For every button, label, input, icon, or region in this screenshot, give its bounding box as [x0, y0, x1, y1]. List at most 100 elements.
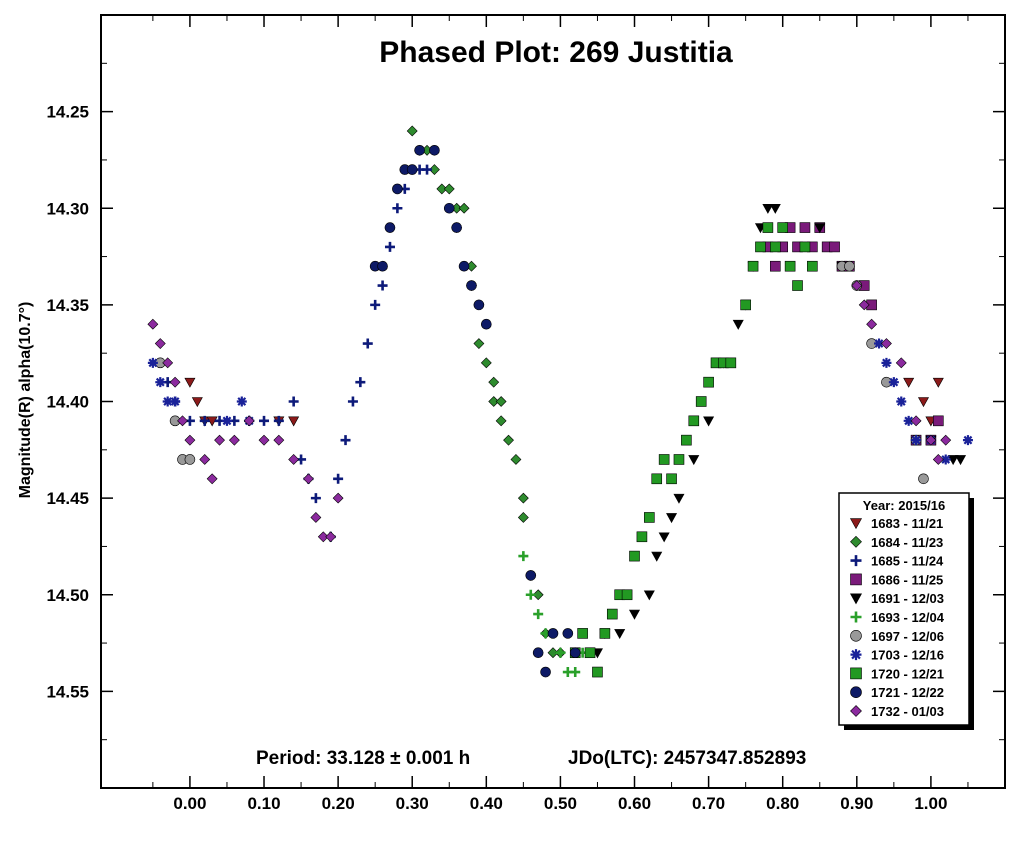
data-point — [918, 473, 929, 485]
x-tick-label: 0.80 — [766, 794, 799, 813]
legend-item: 1685 - 11/24 — [850, 554, 944, 569]
data-point — [925, 434, 937, 446]
data-point — [488, 376, 500, 388]
data-point — [532, 647, 544, 659]
data-point — [799, 222, 811, 233]
data-point — [340, 435, 351, 446]
data-point — [910, 415, 922, 427]
series-9 — [369, 144, 581, 678]
data-point — [325, 531, 337, 543]
data-point — [377, 280, 388, 291]
data-point — [184, 377, 196, 388]
y-tick-label: 14.55 — [46, 682, 89, 701]
data-point — [451, 222, 462, 233]
data-point — [206, 473, 218, 485]
data-point — [473, 299, 485, 311]
data-point — [651, 551, 663, 562]
data-point — [592, 666, 603, 678]
data-point — [621, 589, 633, 601]
legend-marker — [850, 573, 862, 586]
legend-label: 1720 - 12/21 — [871, 666, 944, 681]
legend-marker — [849, 593, 863, 605]
data-point — [436, 183, 448, 195]
data-point — [199, 454, 211, 465]
x-tick-label: 0.20 — [322, 794, 355, 813]
data-point — [199, 415, 210, 426]
data-point — [392, 183, 403, 195]
data-point — [429, 164, 440, 176]
data-point — [932, 454, 944, 465]
data-point — [495, 396, 507, 407]
legend-label: 1691 - 12/03 — [871, 591, 944, 606]
epoch-label: JDo(LTC): 2457347.852893 — [568, 748, 806, 769]
data-point — [406, 125, 418, 137]
legend-label: 1684 - 11/23 — [871, 535, 943, 550]
data-point — [932, 377, 944, 388]
data-point — [614, 629, 626, 640]
data-point — [147, 357, 158, 368]
data-point — [629, 550, 640, 562]
data-point — [666, 513, 678, 524]
legend-label: 1697 - 12/06 — [871, 629, 944, 644]
period-label: Period: 33.128 ± 0.001 h — [256, 748, 470, 769]
legend-marker — [850, 555, 862, 567]
series-10 — [147, 280, 952, 543]
legend-marker — [850, 686, 862, 699]
legend-marker — [850, 705, 862, 717]
y-tick-label: 14.30 — [46, 199, 89, 218]
data-point — [243, 415, 255, 427]
data-point — [658, 532, 670, 543]
y-tick-label: 14.25 — [46, 103, 89, 122]
legend-item: 1683 - 11/21 — [849, 516, 943, 531]
legend-label: 1732 - 01/03 — [871, 704, 944, 719]
legend-item: 1693 - 12/04 — [850, 610, 945, 625]
legend-item: 1684 - 11/23 — [850, 535, 943, 550]
x-tick-label: 0.10 — [247, 794, 280, 813]
legend-label: 1703 - 12/16 — [871, 648, 944, 663]
legend-label: 1721 - 12/22 — [871, 685, 944, 700]
data-point — [584, 647, 596, 659]
x-tick-label: 0.70 — [692, 794, 725, 813]
data-point — [962, 435, 973, 446]
data-point — [643, 590, 655, 601]
data-point — [517, 512, 529, 523]
legend: Year: 2015/16 1683 - 11/21 1684 - 11/23 16… — [838, 492, 974, 730]
data-point — [599, 628, 611, 639]
data-point — [740, 299, 751, 311]
data-point — [443, 202, 455, 214]
data-point — [533, 609, 544, 620]
data-point — [532, 589, 544, 601]
data-point — [658, 454, 670, 465]
data-point — [288, 416, 300, 427]
data-point — [162, 396, 173, 407]
data-point — [688, 455, 700, 466]
data-point — [917, 397, 930, 408]
x-tick-label: 0.40 — [470, 794, 503, 813]
series-1 — [406, 125, 566, 659]
legend-marker — [850, 611, 862, 623]
legend-marker — [850, 535, 862, 548]
data-point — [147, 318, 159, 330]
data-point — [851, 280, 863, 291]
data-point — [673, 454, 685, 465]
data-point — [807, 260, 818, 272]
data-point — [184, 454, 196, 465]
data-point — [814, 223, 826, 234]
data-point — [191, 397, 203, 408]
data-point — [673, 493, 685, 504]
data-point — [695, 396, 707, 407]
data-point — [525, 589, 536, 600]
data-point — [422, 164, 433, 175]
y-tick-label: 14.50 — [46, 586, 89, 605]
chart-title: Phased Plot: 269 Justitia — [379, 36, 733, 69]
data-point — [480, 357, 492, 369]
data-point — [769, 203, 781, 214]
data-point — [414, 144, 425, 156]
x-tick-label: 0.50 — [544, 794, 577, 813]
data-point — [792, 280, 803, 291]
legend-item: 1720 - 12/21 — [850, 666, 944, 681]
data-point — [384, 241, 395, 252]
legend-marker — [850, 649, 862, 661]
data-point — [911, 435, 922, 446]
legend-item: 1732 - 01/03 — [850, 704, 944, 719]
